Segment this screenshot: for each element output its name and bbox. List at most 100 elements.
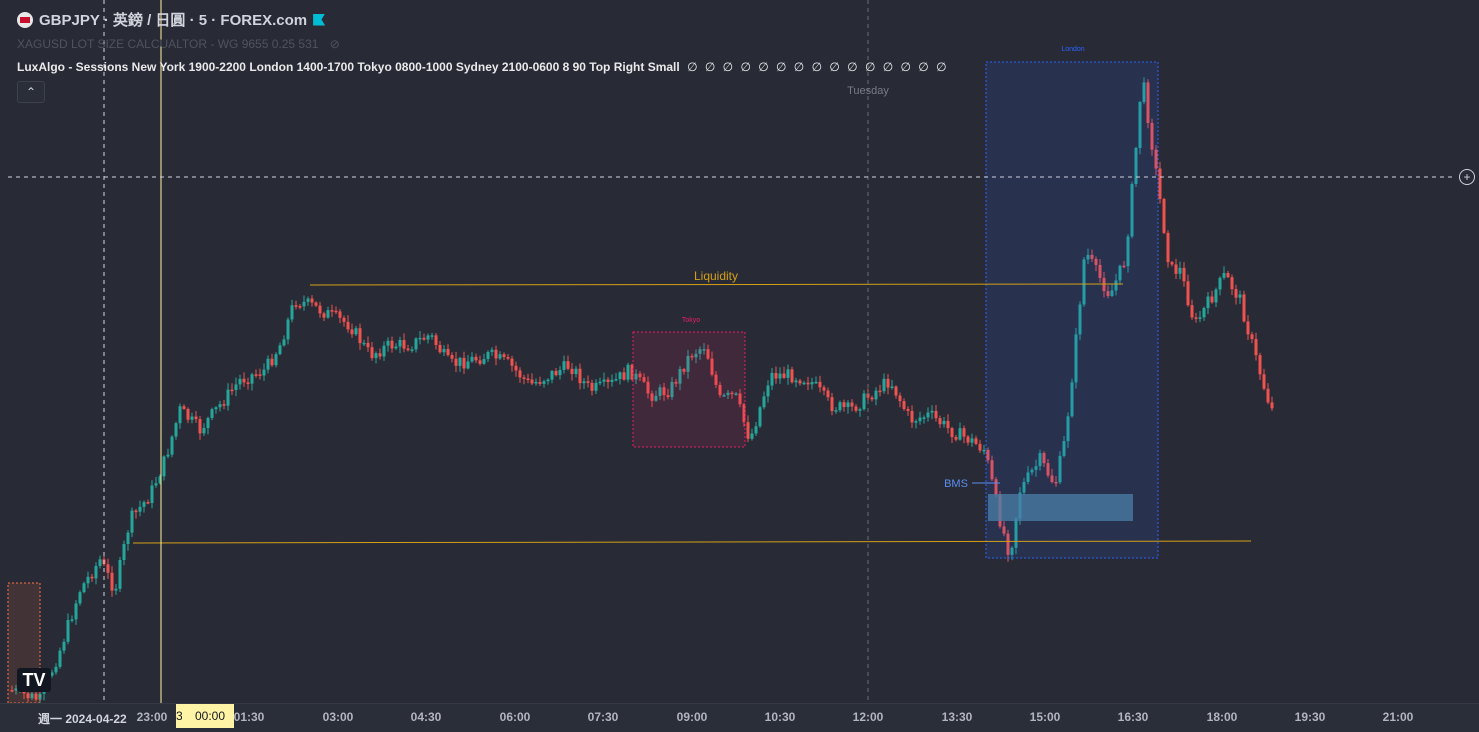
candle-body (498, 354, 502, 359)
candle-body (1190, 305, 1194, 318)
indicator-lot-size-label: XAGUSD LOT SIZE CALCUALTOR - WG 9655 0.2… (17, 37, 319, 51)
candle-body (158, 476, 162, 484)
candle-body (878, 390, 882, 393)
candle-body (370, 347, 374, 359)
candle-body (382, 345, 386, 357)
time-tick: 01:30 (233, 710, 265, 724)
candle-body (1254, 339, 1258, 356)
candle-body (658, 387, 662, 396)
candle-body (14, 688, 18, 691)
candle-body (522, 377, 526, 379)
candle-body (134, 510, 138, 513)
candle-body (342, 317, 346, 322)
candle-body (82, 583, 86, 593)
candle-body (874, 390, 878, 400)
candle-body (410, 349, 414, 351)
candle-body (930, 410, 934, 413)
cursor-time-value: 00:00 (195, 709, 226, 723)
candle-body (1086, 254, 1090, 260)
candle-body (534, 381, 538, 384)
candle-body (830, 397, 834, 412)
symbol-title[interactable]: GBPJPY · 英鎊 / 日圓 · 5 · FOREX.com (39, 12, 308, 29)
candle-body (954, 437, 958, 440)
indicator-lot-size[interactable]: XAGUSD LOT SIZE CALCUALTOR - WG 9655 0.2… (17, 37, 340, 51)
candle-body (610, 379, 614, 382)
candle-body (1230, 277, 1234, 290)
candle-body (190, 416, 194, 420)
symbol-legend[interactable]: GBPJPY · 英鎊 / 日圓 · 5 · FOREX.com (17, 9, 326, 30)
candle-body (202, 428, 206, 434)
eye-hidden-icon[interactable]: ⊘ (329, 37, 340, 51)
candle-body (622, 372, 626, 380)
candle-body (822, 387, 826, 391)
candle-body (910, 410, 914, 423)
candle-body (286, 319, 290, 340)
flag-icon[interactable] (313, 13, 326, 26)
candle-body (138, 506, 142, 512)
candle-body (774, 372, 778, 379)
candle-body (894, 386, 898, 396)
candle-body (254, 374, 258, 376)
candle-body (402, 339, 406, 349)
candle-body (58, 650, 62, 667)
price-chart[interactable]: Tokyo London BMS Liquidity Tuesday (0, 0, 1479, 703)
candle-body (1270, 402, 1274, 409)
candle-body (74, 603, 78, 620)
collapse-legend-button[interactable]: ⌃ (17, 81, 45, 103)
candle-body (882, 378, 886, 392)
chart-area[interactable]: Tokyo London BMS Liquidity Tuesday (0, 0, 1479, 703)
candle-body (298, 306, 302, 308)
london-session-label: London (1061, 46, 1084, 53)
time-tick: 12:00 (852, 710, 884, 724)
candle-body (1078, 304, 1082, 335)
candle-body (186, 408, 190, 420)
candle-body (86, 576, 90, 584)
candle-body (230, 389, 234, 392)
candle-body (538, 381, 542, 384)
candle-body (394, 346, 398, 349)
time-tick: 21:00 (1382, 710, 1414, 724)
candle-body (574, 368, 578, 375)
candle-body (446, 349, 450, 356)
candle-body (1038, 453, 1042, 467)
bms-zone (988, 494, 1133, 521)
candle-body (374, 353, 378, 359)
candle-body (1062, 441, 1066, 456)
plus-icon[interactable]: + (1459, 169, 1475, 185)
time-axis[interactable]: 週一 2024-04-22 23:00 01:30 03:00 04:30 06:00 0… (0, 703, 1479, 732)
candle-body (578, 368, 582, 384)
candle-body (1030, 469, 1034, 473)
candle-body (606, 379, 610, 382)
tradingview-logo[interactable]: TV (17, 668, 51, 692)
candle-body (274, 354, 278, 366)
candle-body (430, 335, 434, 337)
candle-body (454, 358, 458, 366)
candle-body (150, 485, 154, 504)
candle-body (282, 339, 286, 346)
candle-body (362, 342, 366, 345)
candle-body (638, 373, 642, 378)
liquidity-line-bottom (132, 540, 1252, 544)
candle-body (238, 378, 242, 385)
candle-body (26, 693, 30, 699)
candle-body (1114, 280, 1118, 291)
candle-body (1002, 526, 1006, 534)
candle-body (758, 407, 762, 427)
candle-body (318, 305, 322, 314)
candle-body (170, 436, 174, 455)
candle-body (1218, 277, 1222, 290)
candle-body (1202, 308, 1206, 318)
candle-body (694, 353, 698, 358)
candle-body (1026, 472, 1030, 482)
candle-body (10, 690, 14, 692)
london-session-box (985, 61, 1159, 559)
indicator-sessions[interactable]: LuxAlgo - Sessions New York 1900-2200 Lo… (17, 60, 949, 74)
candle-body (106, 564, 110, 573)
candle-body (334, 310, 338, 313)
time-tick: 15:00 (1029, 710, 1061, 724)
candle-body (1266, 388, 1270, 403)
candle-body (962, 428, 966, 437)
candle-body (546, 379, 550, 382)
candle-body (1162, 198, 1166, 233)
candle-body (530, 379, 534, 384)
